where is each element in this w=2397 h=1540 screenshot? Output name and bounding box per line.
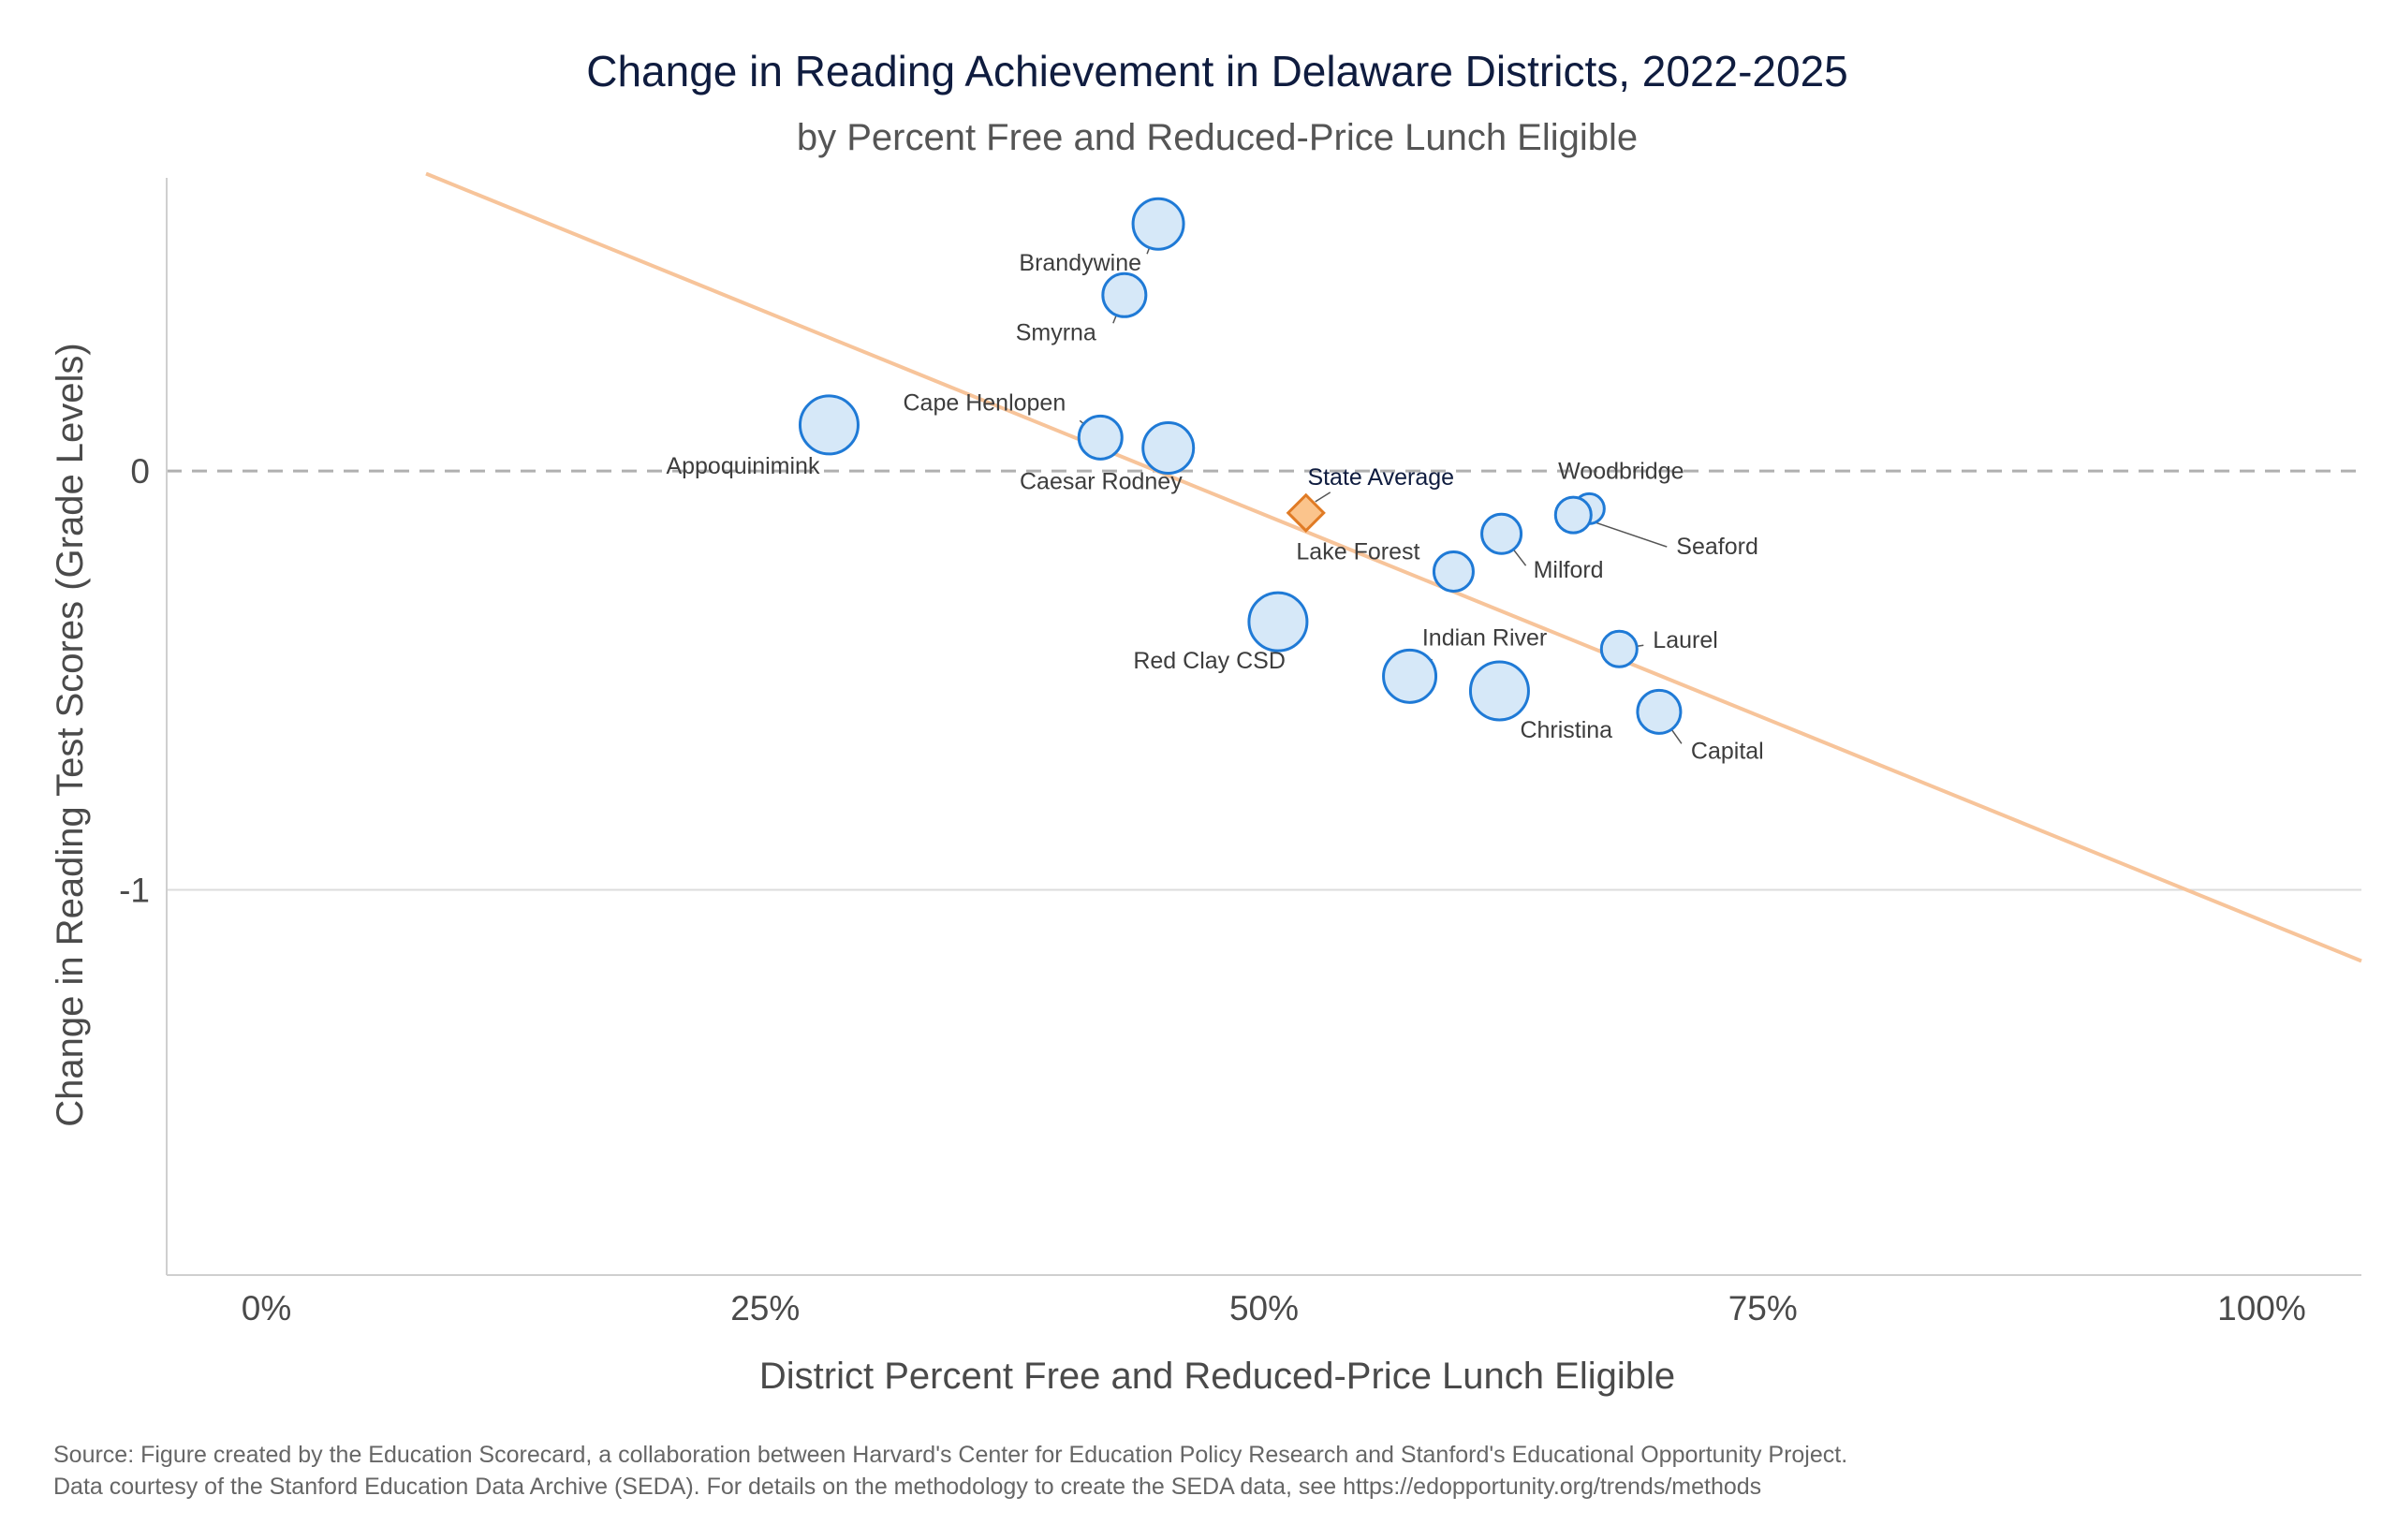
- chart-title: Change in Reading Achievement in Delawar…: [586, 47, 1848, 95]
- district-label: Appoquinimink: [666, 453, 819, 479]
- district-label: Capital: [1691, 738, 1764, 764]
- y-tick-label: -1: [119, 871, 150, 909]
- district-label: Caesar Rodney: [1020, 469, 1183, 495]
- district-label: Cape Henlopen: [904, 389, 1066, 416]
- district-label: Red Clay CSD: [1133, 648, 1286, 674]
- district-point: [1382, 648, 1438, 704]
- district-point: [1468, 660, 1530, 722]
- data-points: [798, 197, 1683, 735]
- y-axis-title: Change in Reading Test Scores (Grade Lev…: [50, 343, 91, 1127]
- state-average-label: State Average: [1307, 464, 1454, 491]
- district-point: [1077, 414, 1124, 461]
- district-point: [1131, 197, 1185, 251]
- source-line-2: Data courtesy of the Stanford Education …: [53, 1474, 1761, 1500]
- district-point: [1553, 495, 1593, 535]
- gridlines: [167, 469, 2361, 891]
- district-point: [1432, 550, 1475, 593]
- district-point: [798, 394, 860, 456]
- district-label: Lake Forest: [1296, 538, 1419, 565]
- trend-line-group: [425, 171, 2362, 963]
- district-point: [1480, 512, 1523, 555]
- source-line-1: Source: Figure created by the Education …: [53, 1442, 1847, 1468]
- district-point: [1599, 629, 1639, 668]
- district-label: Woodbridge: [1558, 458, 1684, 484]
- x-tick-label: 50%: [1229, 1289, 1299, 1327]
- x-axis-title: District Percent Free and Reduced-Price …: [759, 1356, 1675, 1397]
- x-tick-label: 0%: [242, 1289, 291, 1327]
- x-tick-label: 25%: [730, 1289, 800, 1327]
- x-tick-label: 75%: [1728, 1289, 1798, 1327]
- district-label: Milford: [1534, 557, 1604, 583]
- x-axis-ticks: 0% 25% 50% 75% 100%: [242, 1289, 2306, 1327]
- district-label: Indian River: [1422, 624, 1547, 651]
- district-label: Christina: [1520, 717, 1612, 743]
- district-point: [1247, 591, 1309, 653]
- y-tick-label: 0: [130, 452, 150, 491]
- district-label: Seaford: [1676, 534, 1758, 560]
- district-point: [1141, 421, 1196, 476]
- district-label: Brandywine: [1019, 250, 1141, 276]
- district-label: Smyrna: [1016, 319, 1096, 345]
- x-tick-label: 100%: [2217, 1289, 2306, 1327]
- point-labels: Brandywine Smyrna Appoquinimink Cape Henlop…: [666, 250, 1763, 764]
- state-average-marker: [1286, 492, 1326, 533]
- district-point: [1101, 271, 1148, 318]
- state-average-connector: [1315, 491, 1331, 503]
- trend-line: [425, 171, 2362, 963]
- district-label: Laurel: [1653, 627, 1718, 653]
- district-point: [1636, 688, 1683, 735]
- chart-subtitle: by Percent Free and Reduced-Price Lunch …: [797, 117, 1638, 158]
- y-axis-ticks: 0 -1: [119, 452, 150, 909]
